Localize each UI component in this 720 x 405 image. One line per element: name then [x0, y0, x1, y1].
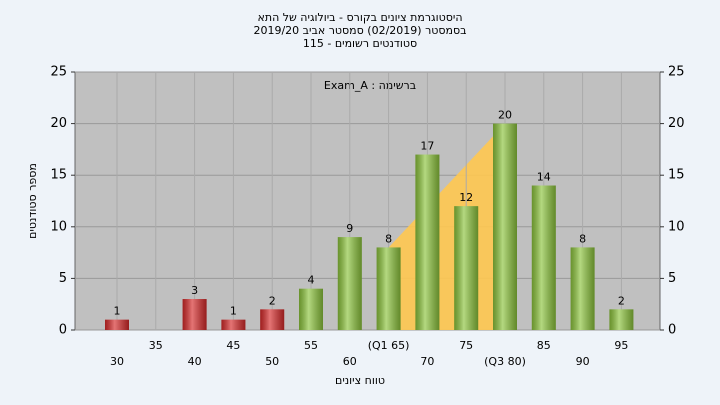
- annotation: ברשימה : Exam_A: [324, 79, 416, 92]
- x-tick-label: 85: [537, 339, 551, 352]
- bar-shade: [609, 309, 634, 330]
- value-label: 1: [230, 305, 237, 318]
- chart-subtitle: בסמסטר (02/2019) סמסטר אביב 2019/20: [253, 24, 466, 37]
- x-tick-label: 60: [343, 355, 357, 368]
- value-label: 20: [498, 109, 512, 122]
- y-tick-label: 20: [50, 116, 67, 131]
- bar-shade: [376, 247, 401, 330]
- x-tick-label: 75: [459, 339, 473, 352]
- value-label: 12: [459, 191, 473, 204]
- y2-tick-label: 5: [668, 271, 676, 286]
- y-tick-label: 25: [50, 65, 67, 80]
- enrolled-note: סטודנטים רשומים - 115: [303, 37, 417, 50]
- value-label: 1: [114, 305, 121, 318]
- x-tick-label: 55: [304, 339, 318, 352]
- y2-tick-label: 20: [668, 116, 685, 131]
- y-tick-label: 10: [50, 219, 67, 234]
- y-tick-label: 5: [59, 271, 67, 286]
- x-tick-label: 40: [188, 355, 202, 368]
- x-tick-label: 90: [576, 355, 590, 368]
- value-label: 8: [385, 232, 392, 245]
- y-axis-label: מספר סטודנטים: [26, 163, 39, 239]
- y2-tick-label: 15: [668, 168, 685, 183]
- bar-shade: [337, 237, 362, 330]
- bar-shade: [105, 319, 129, 330]
- bar-shade: [454, 206, 479, 330]
- x-tick-label: 50: [265, 355, 279, 368]
- value-label: 3: [191, 284, 198, 297]
- y2-tick-label: 25: [668, 65, 685, 80]
- bar-shade: [221, 319, 246, 330]
- bar-shade: [531, 185, 556, 330]
- x-tick-label: 35: [149, 339, 163, 352]
- bar-shade: [415, 154, 440, 330]
- x-tick-label: 45: [226, 339, 240, 352]
- value-label: 14: [537, 171, 551, 184]
- bar-shade: [260, 309, 285, 330]
- value-label: 2: [618, 294, 625, 307]
- x-axis-label: טווח ציונים: [335, 374, 385, 387]
- bar-shade: [493, 123, 517, 330]
- y-tick-label: 0: [59, 323, 67, 338]
- x-tick-label: 95: [614, 339, 628, 352]
- x-tick-label: 70: [420, 355, 434, 368]
- value-label: 17: [420, 140, 434, 153]
- chart-title: היסטוגרמת ציונים בקורס - ביולוגיה של התא: [257, 11, 462, 24]
- plot-area: [74, 71, 661, 331]
- value-label: 4: [308, 274, 315, 287]
- y-tick-label: 15: [50, 168, 67, 183]
- bar-shade: [570, 247, 595, 330]
- bar-shade: [299, 288, 323, 330]
- x-tick-label: 30: [110, 355, 124, 368]
- y2-tick-label: 10: [668, 219, 685, 234]
- value-label: 8: [579, 232, 586, 245]
- x-tick-label: (Q3 80): [484, 355, 526, 368]
- value-label: 9: [346, 222, 353, 235]
- y2-tick-label: 0: [668, 323, 676, 338]
- x-tick-label: (Q1 65): [368, 339, 410, 352]
- value-label: 2: [269, 294, 276, 307]
- bar-shade: [182, 299, 207, 330]
